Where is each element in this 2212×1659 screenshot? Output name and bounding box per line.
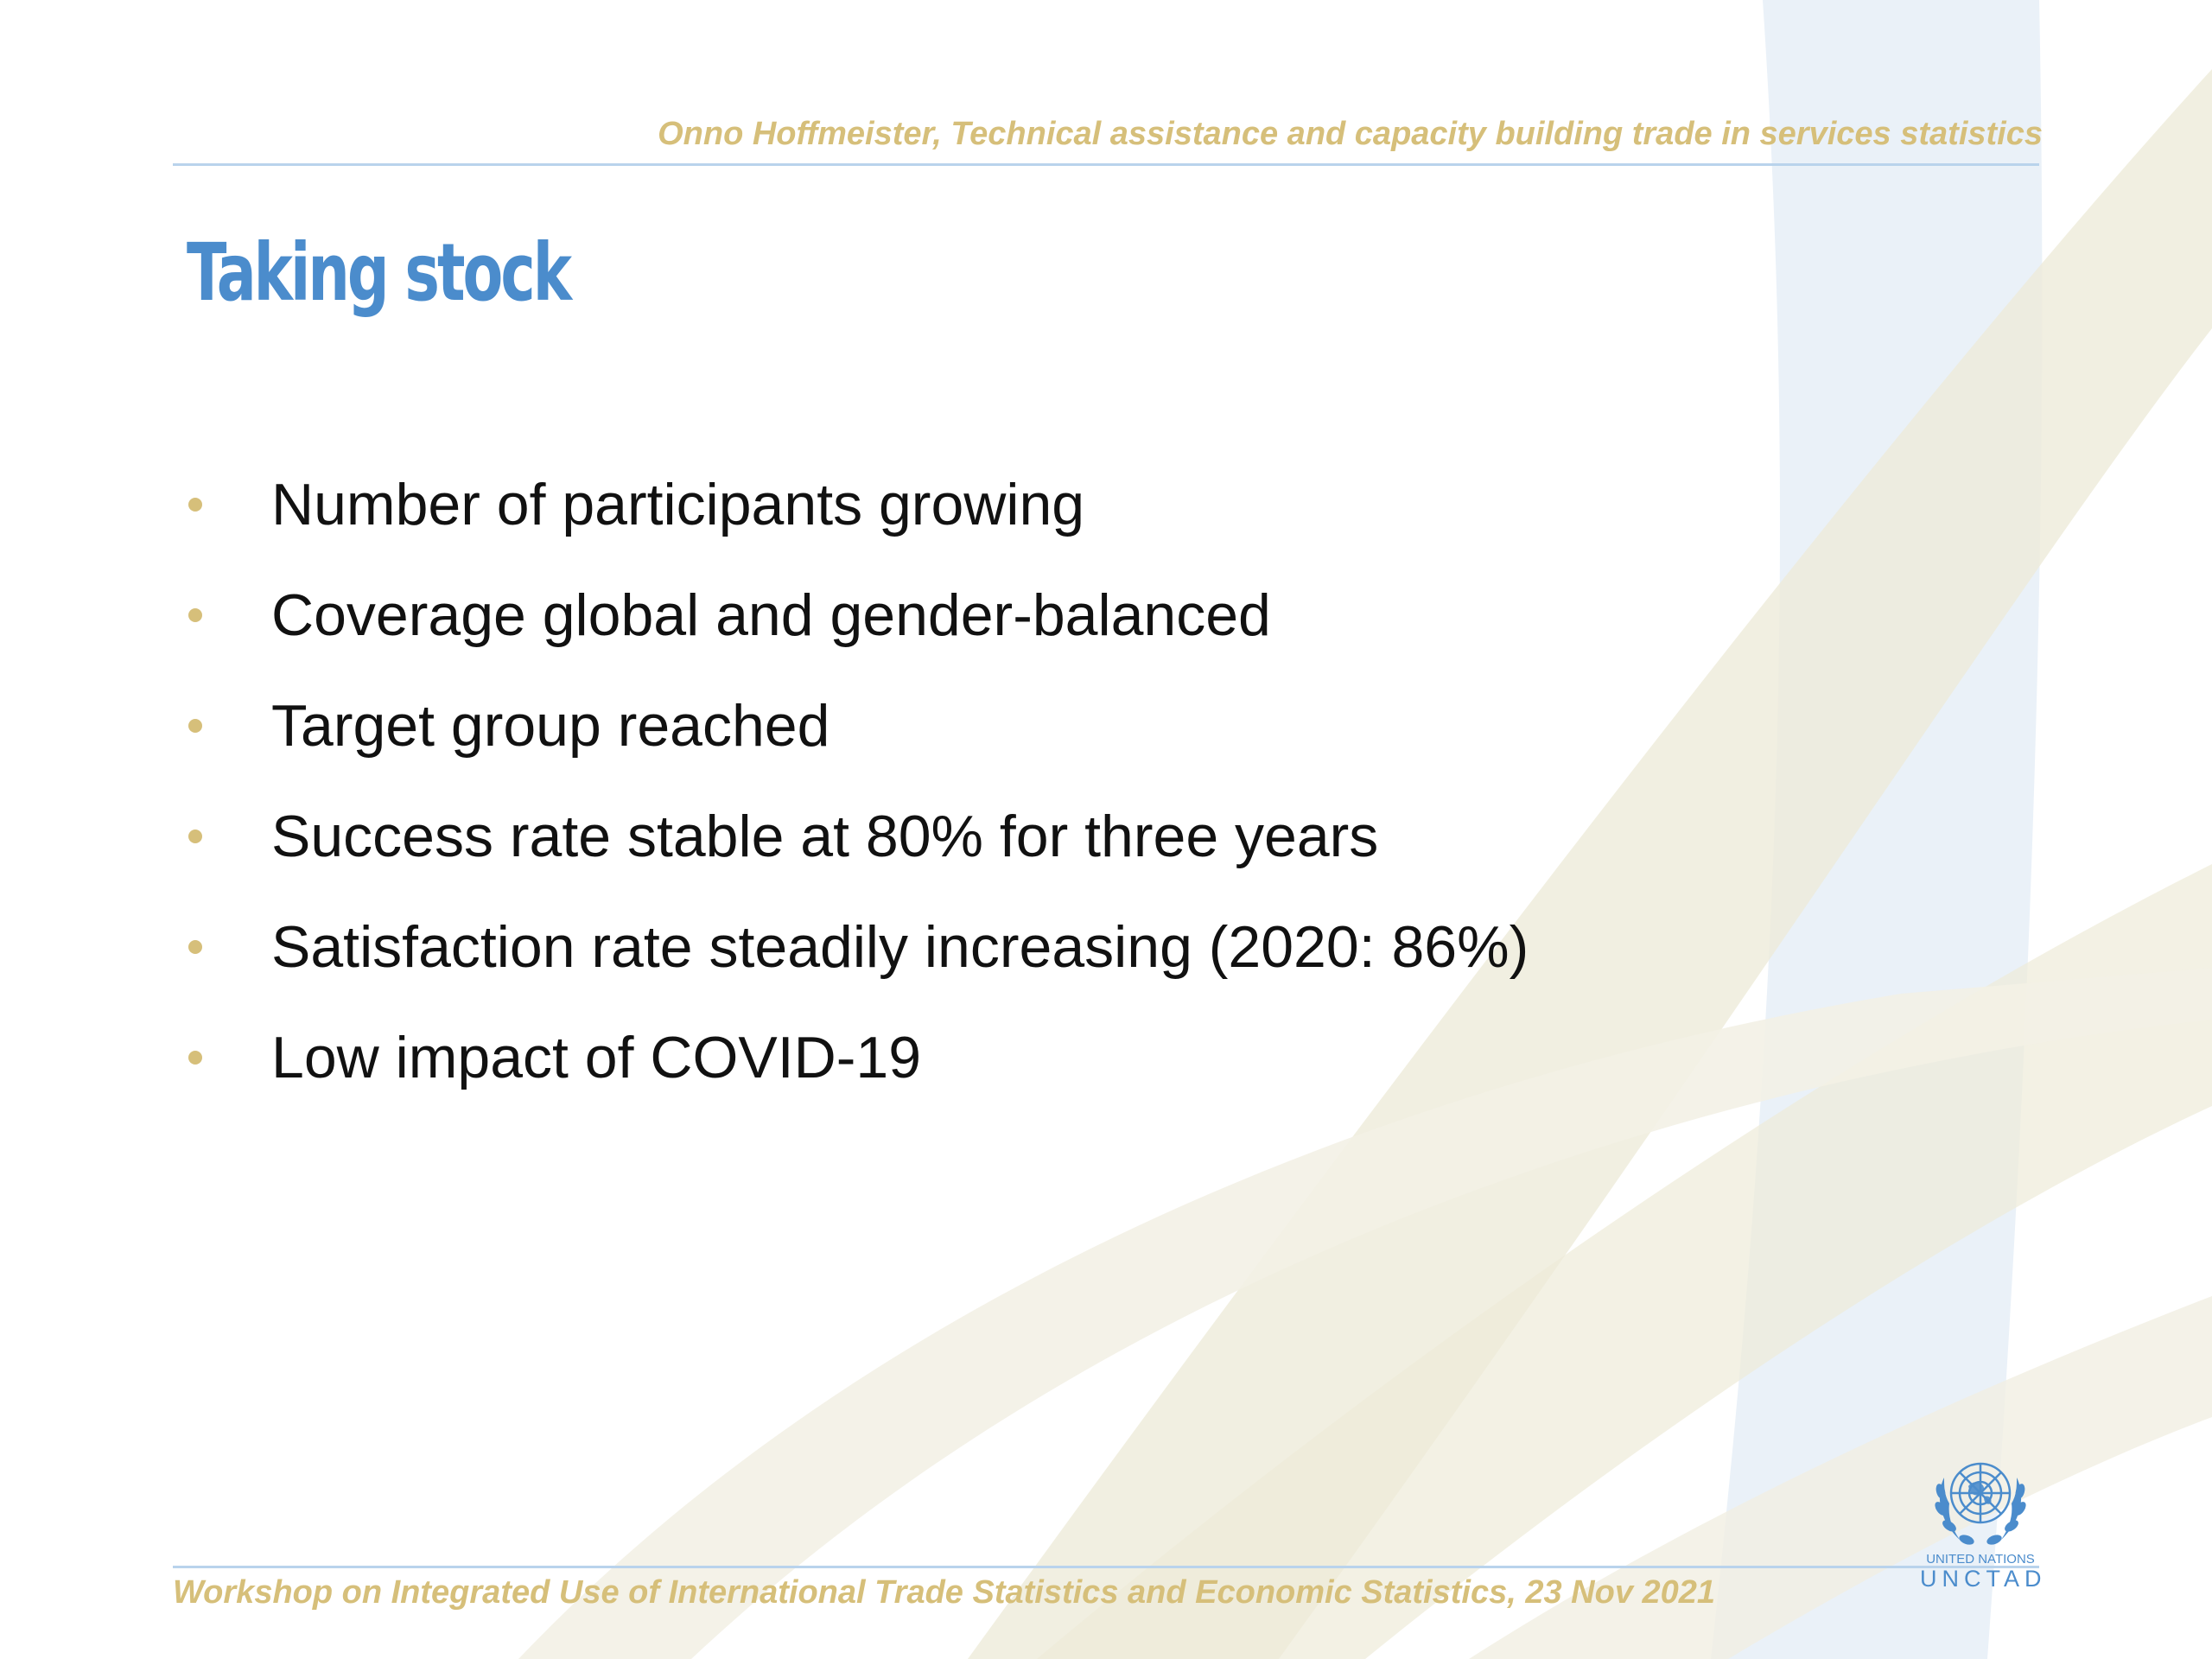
bullet-dot-icon — [188, 940, 202, 954]
bullet-dot-icon — [188, 719, 202, 733]
bullet-text: Satisfaction rate steadily increasing (2… — [271, 914, 1529, 980]
bullet-item: Target group reached — [188, 671, 1529, 781]
bullet-text: Coverage global and gender-balanced — [271, 582, 1271, 648]
bottom-divider — [173, 1566, 2039, 1568]
bullet-item: Coverage global and gender-balanced — [188, 560, 1529, 671]
bullet-text: Number of participants growing — [271, 472, 1085, 537]
bullet-text: Target group reached — [271, 693, 830, 759]
unctad-logo: UNITED NATIONS UNCTAD — [1920, 1443, 2047, 1599]
header-text: Onno Hoffmeister, Technical assistance a… — [658, 116, 2043, 152]
bullet-item: Satisfaction rate steadily increasing (2… — [188, 892, 1529, 1002]
bullet-item: Number of participants growing — [188, 449, 1529, 560]
unctad-text: UNCTAD — [1920, 1566, 2047, 1592]
bullet-text: Success rate stable at 80% for three yea… — [271, 804, 1379, 869]
bullet-text: Low impact of COVID-19 — [271, 1025, 922, 1090]
footer-text: Workshop on Integrated Use of Internatio… — [173, 1574, 1716, 1611]
top-divider — [173, 163, 2039, 166]
bullet-dot-icon — [188, 608, 202, 622]
bullet-item: Low impact of COVID-19 — [188, 1002, 1529, 1113]
bullet-list: Number of participants growing Coverage … — [188, 449, 1529, 1113]
slide-title: Taking stock — [187, 226, 572, 319]
bullet-dot-icon — [188, 498, 202, 512]
bullet-item: Success rate stable at 80% for three yea… — [188, 781, 1529, 892]
bullet-dot-icon — [188, 1051, 202, 1065]
un-emblem-icon — [1935, 1462, 2026, 1545]
bullet-dot-icon — [188, 830, 202, 843]
un-small-text: UNITED NATIONS — [1926, 1552, 2035, 1567]
